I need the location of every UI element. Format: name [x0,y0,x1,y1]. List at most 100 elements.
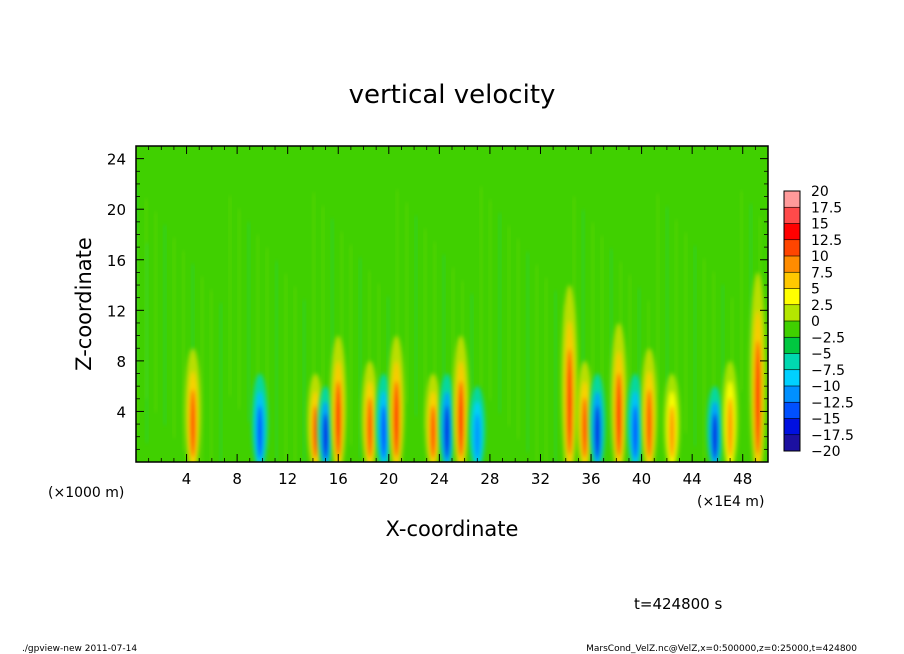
updraft-plume [361,360,378,462]
colorbar-segment [784,337,800,354]
heatmap-streak [554,291,557,462]
heatmap-streak [256,235,259,435]
colorbar-label: 17.5 [811,200,842,216]
updraft-plume [388,335,405,462]
colorbar-segment [784,239,800,257]
heatmap-streak [377,284,380,462]
colorbar-segment [784,353,800,371]
heatmap-streak [340,232,343,432]
heatmap-streak [219,303,222,462]
downdraft-plume [469,386,486,462]
updraft-plume [184,348,201,462]
colorbar-segment [784,223,800,241]
downdraft-plume [706,386,723,462]
colorbar-segment [784,288,800,306]
heatmap-streak [424,229,427,429]
updraft-plume [452,335,469,462]
colorbar-segment [784,191,800,208]
x-axis: 4 8 12 16 20 24 28 32 36 40 44 48 [148,146,756,488]
heatmap-streak [666,207,669,407]
heatmap-streak [610,249,613,449]
heatmap-streak [322,206,324,406]
heatmap-streak [749,204,752,404]
downdraft-plume [317,386,334,462]
y-tick-label: 24 [107,151,126,169]
footer-right: MarsCond_VelZ.nc@VelZ,x=0:500000,z=0:250… [586,644,857,654]
heatmap-streak [470,294,473,462]
heatmap-streak [638,288,641,462]
heatmap-streak [498,213,501,413]
y-axis-label: Z-coordinate [72,237,96,371]
heatmap-streak [229,196,231,396]
x-tick-label: 36 [581,470,600,488]
colorbar-label: 10 [811,249,829,265]
updraft-plume [663,373,680,462]
heatmap-streak [303,300,306,462]
heatmap-streak [452,268,455,462]
heatmap-streak [415,216,417,416]
colorbar-label: 0 [811,314,820,330]
y-axis: 4 8 12 16 20 24 [107,151,768,450]
x-tick-label: 12 [278,470,297,488]
heatmap-streak [517,239,520,439]
y-tick-label: 4 [116,403,126,421]
heatmap-streak [675,220,678,420]
x-tick-label: 20 [379,470,398,488]
colorbar-label: −10 [811,379,841,395]
heatmap-streak [182,251,185,451]
heatmap-streak [433,242,436,442]
heatmap-streak [508,226,510,426]
updraft-plume [576,360,593,462]
heatmap-streak [489,200,492,400]
downdraft-plume [438,373,455,462]
y-tick-label: 20 [107,201,126,219]
downdraft-plume [375,373,392,462]
updraft-plume [330,335,347,462]
updraft-plume [641,348,658,462]
heatmap-streak [387,297,390,462]
heatmap-streak [740,191,743,391]
colorbar-label: −2.5 [811,330,845,346]
heatmap-streak [312,193,315,393]
heatmap-streak [573,197,576,397]
heatmap-streak [703,259,706,459]
heatmap-streak [480,187,483,387]
heatmap-streak [694,246,696,446]
heatmap-streak [247,222,250,422]
colorbar-label: −7.5 [811,363,845,379]
footer-left: ./gpview-new 2011-07-14 [22,644,137,654]
x-tick-label: 44 [683,470,702,488]
heatmap-streak [266,248,269,448]
colorbar-segment [784,207,800,224]
updraft-plume [610,322,627,462]
heatmap-streak [201,277,204,462]
y-tick-label: 12 [107,302,126,320]
x-unit-label: (×1000 m) [48,485,124,501]
colorbar-segment [784,402,800,419]
colorbar-label: 7.5 [811,265,833,281]
colorbar-label: −15 [811,412,841,428]
colorbar-segment [784,369,800,387]
x-tick-label: 8 [232,470,242,488]
heatmap-streak [442,255,445,455]
heatmap-streak [173,238,176,438]
colorbar-label: 20 [811,184,829,200]
colorbar-segment [784,321,800,338]
colorbar-segment [784,434,800,452]
heatmap-streak [405,203,408,403]
heatmap-streak [396,190,399,390]
heatmap-streak [535,265,538,462]
colorbar-label: 2.5 [811,298,833,314]
heatmap-streak [582,210,585,410]
colorbar-segment [784,272,800,289]
heatmap-streak [210,290,213,462]
colorbar-label: 15 [811,217,829,233]
x-tick-label: 40 [632,470,651,488]
heatmap-streak [656,194,659,394]
downdraft-plume [627,373,644,462]
heatmap-streak [145,243,148,443]
heatmap-streak [628,275,631,462]
x-tick-label: 48 [733,470,752,488]
colorbar-label: 12.5 [811,233,842,249]
heatmap-streak [601,236,603,436]
